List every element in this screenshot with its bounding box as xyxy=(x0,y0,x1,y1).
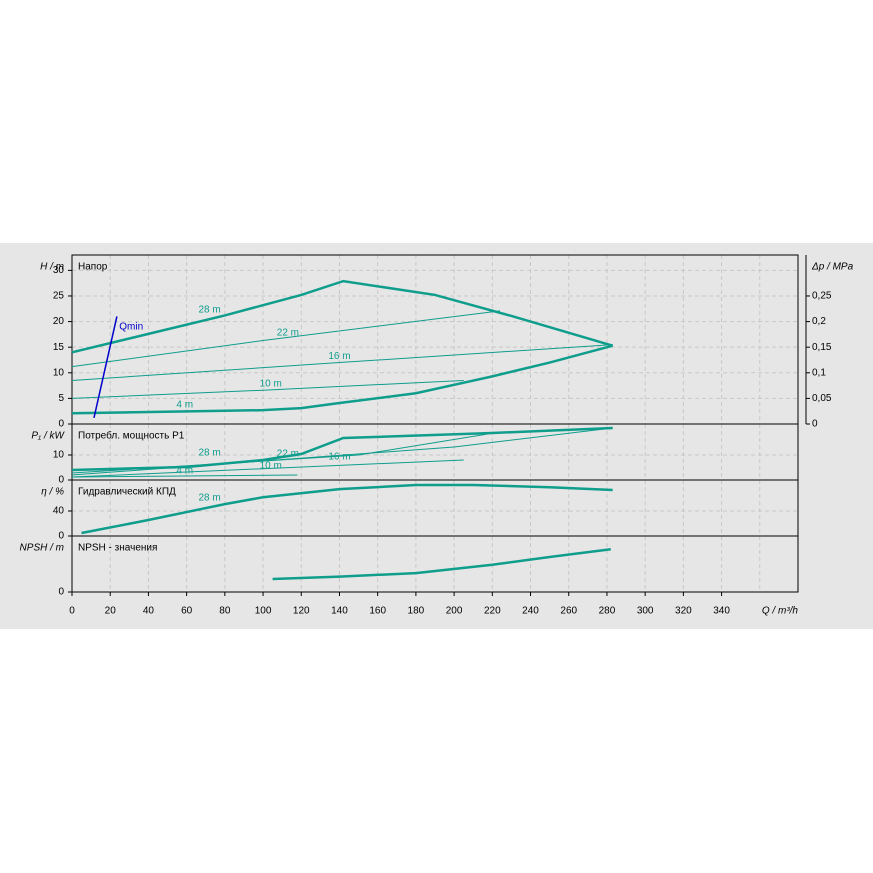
y2-tick-label: 0,05 xyxy=(812,393,832,404)
series-line xyxy=(71,279,614,354)
y-tick-label: 30 xyxy=(53,265,65,276)
y-tick-label: 0 xyxy=(58,475,64,486)
y2-tick-label: 0 xyxy=(812,419,818,430)
x-tick-label: 0 xyxy=(69,606,75,617)
x-tick-label: 320 xyxy=(675,606,692,617)
series-label: 16 m xyxy=(328,452,350,463)
x-tick-label: 140 xyxy=(331,606,348,617)
x-axis-label: Q / m³/h xyxy=(762,606,799,617)
y-tick-label: 10 xyxy=(53,450,65,461)
x-tick-label: 40 xyxy=(143,606,155,617)
x-tick-label: 260 xyxy=(560,606,577,617)
series-line xyxy=(71,427,613,476)
series-line xyxy=(71,459,464,478)
y2-tick-label: 0,15 xyxy=(812,342,832,353)
x-tick-label: 180 xyxy=(408,606,425,617)
x-tick-label: 240 xyxy=(522,606,539,617)
x-tick-label: 120 xyxy=(293,606,310,617)
series-label: 28 m xyxy=(198,448,220,459)
series-line xyxy=(71,344,614,415)
y-tick-label: 0 xyxy=(58,531,64,542)
series-line xyxy=(71,474,298,478)
x-tick-label: 80 xyxy=(219,606,231,617)
x-tick-label: 300 xyxy=(637,606,654,617)
series-label: Qmin xyxy=(119,321,143,332)
y2-tick-label: 0,1 xyxy=(812,367,826,378)
y-tick-label: 0 xyxy=(58,419,64,430)
plot-frame xyxy=(71,535,799,593)
y-tick-label: 20 xyxy=(53,316,65,327)
y-tick-label: 5 xyxy=(58,393,64,404)
panel-title: Гидравлический КПД xyxy=(78,487,176,498)
series-label: 10 m xyxy=(260,379,282,390)
y-tick-label: 25 xyxy=(53,291,65,302)
series-line xyxy=(71,431,501,474)
x-tick-label: 220 xyxy=(484,606,501,617)
series-line xyxy=(81,483,613,535)
series-label: 22 m xyxy=(277,449,299,460)
series-label: 16 m xyxy=(328,351,350,362)
panel-title: NPSH - значения xyxy=(78,543,157,554)
x-tick-label: 200 xyxy=(446,606,463,617)
series-line xyxy=(71,344,613,381)
x-tick-label: 280 xyxy=(599,606,616,617)
y-tick-label: 40 xyxy=(53,506,65,517)
y-tick-label: 10 xyxy=(53,367,65,378)
series-line xyxy=(93,316,118,419)
y-axis-label: P₁ / kW xyxy=(31,431,65,442)
x-tick-label: 100 xyxy=(255,606,272,617)
x-tick-label: 60 xyxy=(181,606,193,617)
series-label: 10 m xyxy=(260,461,282,472)
y-axis-label: η / % xyxy=(41,487,64,498)
y-axis-label: H / m xyxy=(40,262,64,273)
series-label: 28 m xyxy=(198,304,220,315)
y2-axis-label: Δp / MPa xyxy=(811,262,854,273)
series-label: 4 m xyxy=(176,400,193,411)
y-axis-label: NPSH / m xyxy=(20,543,64,554)
y2-tick-label: 0,2 xyxy=(812,316,826,327)
panel-title: Потребл. мощность P1 xyxy=(78,430,185,442)
y-tick-label: 0 xyxy=(58,587,64,598)
x-tick-label: 340 xyxy=(713,606,730,617)
series-label: 28 m xyxy=(198,493,220,504)
x-tick-label: 160 xyxy=(369,606,386,617)
panel-title: Напор xyxy=(78,262,108,273)
series-label: 22 m xyxy=(277,327,299,338)
series-line xyxy=(71,310,501,368)
y2-tick-label: 0,25 xyxy=(812,291,832,302)
y-tick-label: 15 xyxy=(53,342,65,353)
series-line xyxy=(272,548,611,581)
series-label: 4 m xyxy=(176,466,193,477)
x-tick-label: 20 xyxy=(105,606,117,617)
series-line xyxy=(71,379,464,399)
